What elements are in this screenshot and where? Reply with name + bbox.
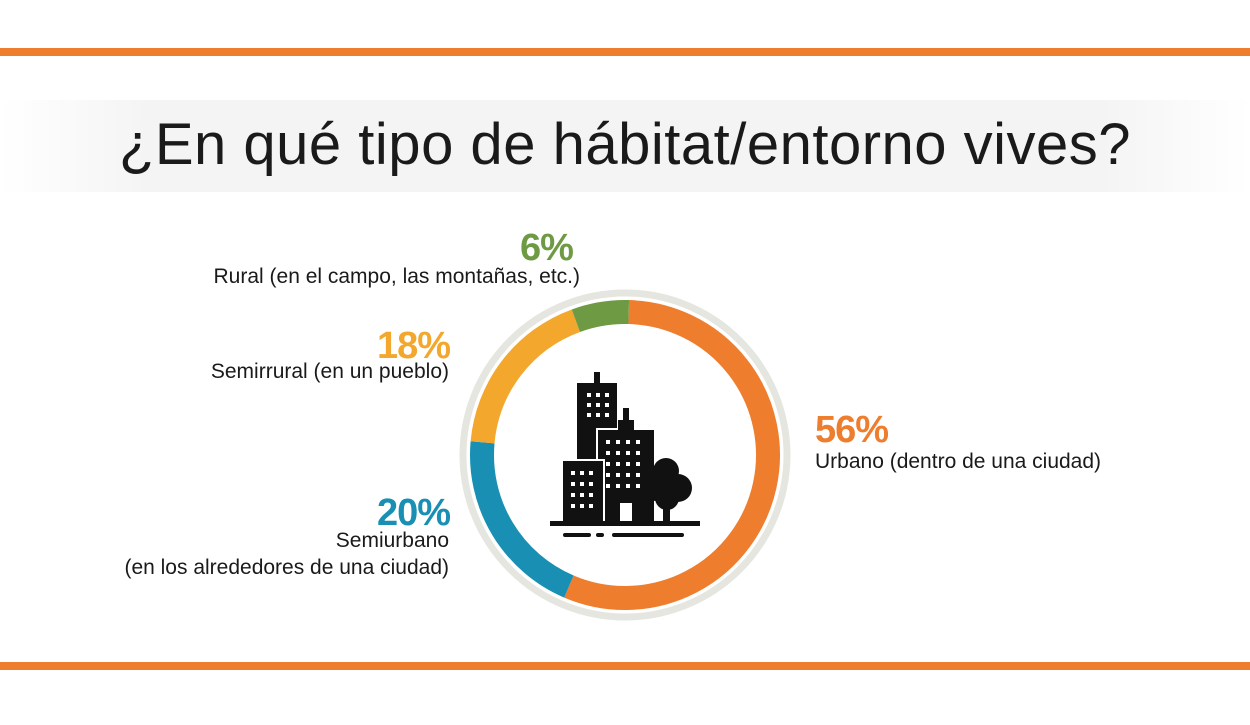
window: [606, 462, 610, 466]
semiurbano-label-line2: (en los alrededores de una ciudad): [124, 556, 449, 579]
window: [626, 462, 630, 466]
window: [626, 473, 630, 477]
window: [587, 413, 591, 417]
window: [636, 440, 640, 444]
slice-urbano: [564, 300, 780, 610]
semiurbano-percent: 20%: [376, 492, 451, 534]
window: [596, 393, 600, 397]
title-band: [0, 100, 1250, 192]
window: [606, 473, 610, 477]
window: [626, 440, 630, 444]
window: [571, 482, 575, 486]
window: [587, 393, 591, 397]
window: [580, 471, 584, 475]
window: [626, 484, 630, 488]
window: [616, 440, 620, 444]
window: [605, 413, 609, 417]
window: [606, 484, 610, 488]
slice-semirrural: [470, 309, 581, 444]
window: [605, 393, 609, 397]
window: [616, 484, 620, 488]
window: [616, 451, 620, 455]
rural-percent: 6%: [520, 227, 574, 269]
window: [571, 504, 575, 508]
window: [596, 403, 600, 407]
window: [605, 403, 609, 407]
window: [589, 493, 593, 497]
window: [616, 462, 620, 466]
window: [636, 473, 640, 477]
window: [580, 493, 584, 497]
window: [587, 403, 591, 407]
rural-label: Rural (en el campo, las montañas, etc.): [213, 265, 581, 288]
window: [606, 440, 610, 444]
window: [571, 493, 575, 497]
window: [589, 482, 593, 486]
slice-rural: [571, 300, 630, 333]
window: [616, 473, 620, 477]
city-buildings-icon: [550, 372, 700, 537]
window: [589, 471, 593, 475]
slice-semiurbano: [470, 441, 574, 598]
window: [580, 504, 584, 508]
window: [636, 462, 640, 466]
window: [571, 471, 575, 475]
window: [596, 413, 600, 417]
chart-title: ¿En qué tipo de hábitat/entorno vives?: [118, 112, 1132, 177]
urbano-label: Urbano (dentro de una ciudad): [815, 450, 1102, 473]
window: [626, 451, 630, 455]
window: [589, 504, 593, 508]
semirrural-percent: 18%: [376, 325, 451, 367]
top-accent-bar: [0, 48, 1250, 56]
semiurbano-label-line1: Semiurbano: [335, 529, 449, 552]
bottom-accent-bar: [0, 662, 1250, 670]
donut-track: [459, 289, 791, 621]
window: [636, 484, 640, 488]
semirrural-label: Semirrural (en un pueblo): [210, 360, 449, 383]
window: [580, 482, 584, 486]
window: [606, 451, 610, 455]
window: [636, 451, 640, 455]
urbano-percent: 56%: [815, 409, 889, 451]
